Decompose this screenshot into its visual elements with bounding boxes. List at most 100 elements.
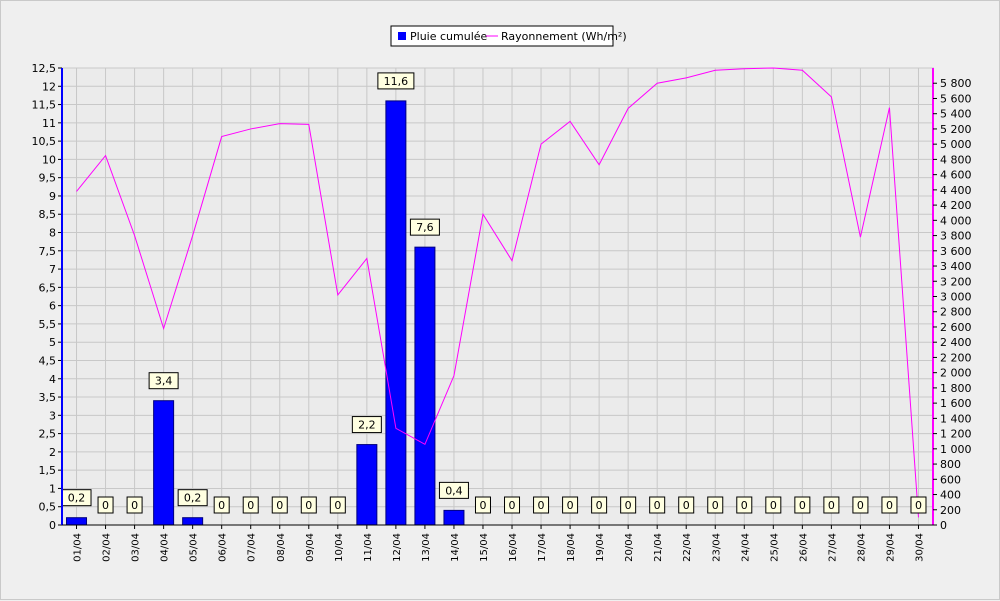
y-right-tick-label: 1 800: [940, 382, 972, 395]
data-label: 0,2: [68, 492, 86, 505]
line-group: [76, 67, 919, 518]
y-left-tick-label: 8: [49, 227, 56, 240]
y-right-tick-label: 4 000: [940, 214, 972, 227]
x-tick-label: 27/04: [827, 533, 838, 562]
y-left-tick-label: 1: [49, 482, 56, 495]
x-tick-label: 25/04: [769, 533, 780, 562]
legend-label-rayonnement: Rayonnement (Wh/m²): [501, 30, 627, 43]
y-left-tick-label: 10: [42, 153, 56, 166]
bar: [66, 517, 88, 526]
x-tick-label: 04/04: [160, 533, 171, 562]
y-right-tick-label: 1 400: [940, 412, 972, 425]
y-right-tick-label: 2 200: [940, 351, 972, 364]
data-label-box: [533, 496, 550, 514]
data-label-box: [794, 496, 811, 514]
x-tick-label: 18/04: [566, 533, 577, 562]
data-label-box: [213, 496, 230, 514]
y-right-tick-label: 200: [940, 504, 961, 517]
y-left-tick-label: 1,5: [39, 464, 57, 477]
y-left-tick-label: 9,5: [39, 172, 57, 185]
x-tick-label: 11/04: [363, 533, 374, 562]
y-left-tick-label: 5,5: [39, 318, 57, 331]
data-label: 0,2: [184, 492, 202, 505]
x-tick-label: 09/04: [305, 533, 316, 562]
y-left-tick-label: 5: [49, 336, 56, 349]
x-tick-label: 08/04: [276, 533, 287, 562]
y-left-tick-label: 3: [49, 409, 56, 422]
data-label: 0: [218, 499, 225, 512]
data-label-box: [591, 496, 608, 514]
y-left-tick-label: 2,5: [39, 428, 57, 441]
bar: [153, 400, 175, 526]
y-right-tick-label: 5 200: [940, 123, 972, 136]
y-right-tick-label: 4 600: [940, 169, 972, 182]
data-label: 0: [654, 499, 661, 512]
y-left-tick-label: 4,5: [39, 354, 57, 367]
x-tick-label: 12/04: [392, 533, 403, 562]
x-tick-label: 10/04: [334, 533, 345, 562]
data-label: 3,4: [155, 375, 173, 388]
legend: Pluie cumulée Rayonnement (Wh/m²): [390, 25, 627, 47]
y-right-tick-label: 800: [940, 458, 961, 471]
x-tick-label: 06/04: [218, 533, 229, 562]
data-label-box: [300, 496, 317, 514]
y-right-tick-label: 4 200: [940, 199, 972, 212]
data-label-box: [126, 496, 143, 514]
data-label: 0: [770, 499, 777, 512]
y-right-tick-label: 2 000: [940, 367, 972, 380]
x-tick-label: 28/04: [856, 533, 867, 562]
y-left-tick-label: 6,5: [39, 281, 57, 294]
data-label: 0: [915, 499, 922, 512]
data-label-box: [881, 496, 898, 514]
y-left-tick-label: 11,5: [32, 99, 57, 112]
y-left-tick-label: 7: [49, 263, 56, 276]
data-label: 0: [334, 499, 341, 512]
y-right-tick-label: 2 400: [940, 336, 972, 349]
x-tick-label: 07/04: [247, 533, 258, 562]
data-label: 0: [683, 499, 690, 512]
y-right-tick-label: 1 000: [940, 443, 972, 456]
x-tick-label: 22/04: [682, 533, 693, 562]
data-label: 0: [305, 499, 312, 512]
legend-swatch-bar: [398, 32, 406, 40]
y-left-tick-label: 3,5: [39, 391, 57, 404]
y-right-tick-label: 0: [940, 519, 947, 532]
data-label-box: [438, 481, 469, 499]
y-right-tick-label: 5 000: [940, 138, 972, 151]
data-label-box: [177, 489, 208, 507]
data-label-box: [620, 496, 637, 514]
y-right-tick-label: 3 000: [940, 291, 972, 304]
x-tick-label: 02/04: [102, 533, 113, 562]
bar: [385, 100, 407, 526]
y-left-tick-label: 12,5: [32, 62, 57, 75]
x-tick-label: 01/04: [73, 533, 84, 562]
data-label: 0: [886, 499, 893, 512]
data-label-box: [765, 496, 782, 514]
x-tick-label: 16/04: [508, 533, 519, 562]
y-left-tick-label: 12: [42, 80, 56, 93]
bar: [356, 444, 378, 526]
x-tick-label: 26/04: [798, 533, 809, 562]
data-label: 0: [799, 499, 806, 512]
x-tick-label: 21/04: [653, 533, 664, 562]
bar: [182, 517, 204, 526]
y-right-tick-label: 3 200: [940, 275, 972, 288]
x-tick-label: 30/04: [914, 533, 925, 562]
y-left-tick-label: 4: [49, 373, 56, 386]
y-left-tick-label: 2: [49, 446, 56, 459]
y-right-tick-label: 5 800: [940, 77, 972, 90]
data-label: 0: [596, 499, 603, 512]
y-right-tick-label: 2 600: [940, 321, 972, 334]
bars-group: [66, 100, 465, 526]
data-label: 0: [828, 499, 835, 512]
y-left-tick-label: 9: [49, 190, 56, 203]
y-right-tick-label: 3 800: [940, 230, 972, 243]
legend-box: [390, 25, 614, 47]
y-right-tick-label: 5 600: [940, 92, 972, 105]
x-tick-label: 05/04: [189, 533, 200, 562]
x-tick-label: 13/04: [421, 533, 432, 562]
data-label-box: [409, 218, 440, 236]
bar: [443, 509, 465, 526]
y-left-tick-label: 7,5: [39, 245, 57, 258]
